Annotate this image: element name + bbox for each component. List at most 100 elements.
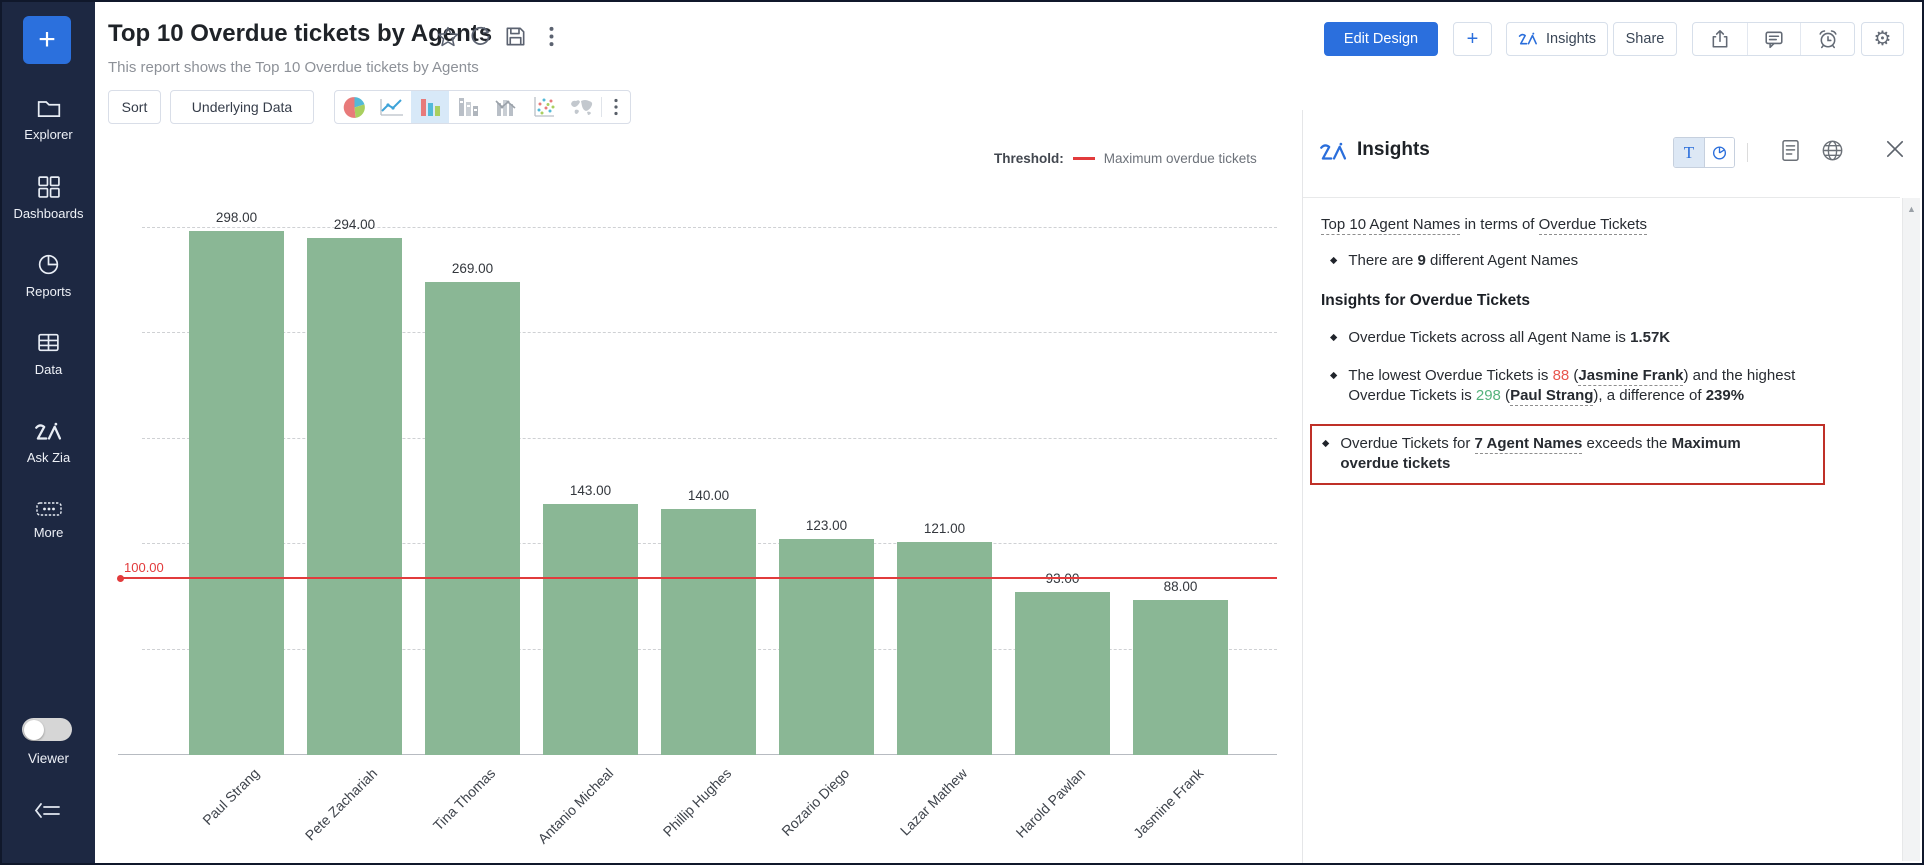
text-view-button[interactable]: T (1674, 138, 1704, 167)
more-icon (35, 500, 63, 518)
bullet-diamond-icon: ◆ (1330, 328, 1337, 348)
viewer-label: Viewer (2, 751, 95, 766)
chart-type-stacked-bar-button[interactable] (449, 91, 487, 123)
insight-bullet: ◆ Overdue Tickets for 7 Agent Names excee… (1310, 424, 1825, 485)
map-icon (569, 98, 595, 116)
header-divider (1747, 143, 1748, 162)
sort-button[interactable]: Sort (108, 90, 161, 124)
chart-type-more-button[interactable] (602, 91, 630, 123)
edit-design-button[interactable]: Edit Design (1324, 22, 1438, 56)
chart-bar[interactable] (425, 282, 520, 755)
sidebar-item-reports[interactable]: Reports (2, 252, 95, 299)
share-button[interactable]: Share (1613, 22, 1677, 56)
chart-type-bar-button[interactable] (411, 91, 449, 123)
sidebar-item-label: Ask Zia (27, 450, 70, 465)
chart-bar[interactable] (661, 509, 756, 755)
alarm-clock-icon (1818, 29, 1838, 49)
chart-bar[interactable] (897, 542, 992, 755)
save-icon (505, 26, 526, 47)
insight-text: Overdue Tickets across all Agent Name is… (1348, 328, 1670, 348)
chart-type-combo-button[interactable] (487, 91, 525, 123)
threshold-value-label: 100.00 (124, 560, 164, 575)
chart-bar[interactable] (1015, 592, 1110, 755)
insight-text: Overdue Tickets for 7 Agent Names exceed… (1340, 434, 1750, 474)
chart-type-map-button[interactable] (563, 91, 601, 123)
folder-icon (36, 96, 62, 120)
viewer-toggle[interactable] (22, 718, 72, 741)
insight-bullet: ◆ Overdue Tickets across all Agent Name i… (1321, 328, 1866, 348)
sidebar-item-data[interactable]: Data (2, 330, 95, 377)
bullet-diamond-icon: ◆ (1322, 434, 1329, 474)
x-axis-label: Rozario Diego (778, 765, 852, 839)
insight-text: Insights for Overdue Tickets (1321, 291, 1530, 311)
bar-value-label: 294.00 (334, 217, 375, 232)
chart-bar[interactable] (189, 231, 284, 755)
app-window: { "sidebar": { "plus_label": "+", "items… (0, 0, 1924, 865)
pie-view-icon (1711, 144, 1728, 161)
stacked-bar-icon (456, 95, 480, 119)
chart-type-line-button[interactable] (373, 91, 411, 123)
bar-value-label: 298.00 (216, 210, 257, 225)
chart-view-button[interactable] (1704, 138, 1734, 167)
alerts-button[interactable] (1800, 23, 1854, 55)
page-subtitle: This report shows the Top 10 Overdue tic… (108, 59, 479, 76)
refresh-button[interactable] (470, 26, 491, 47)
sidebar-item-label: Data (35, 362, 62, 377)
language-button[interactable] (1821, 139, 1844, 162)
insight-heading: Top 10 Agent Names in terms of Overdue T… (1321, 215, 1866, 235)
chart-bar[interactable] (779, 539, 874, 755)
settings-button[interactable]: ⚙ (1861, 22, 1904, 56)
sidebar-item-ask-zia[interactable]: Ask Zia (2, 422, 95, 465)
sidebar-item-more[interactable]: More (2, 500, 95, 540)
insights-view-toggle: T (1673, 137, 1735, 168)
sidebar: + Explorer Dashboards Reports Data A (2, 2, 95, 863)
export-icon (1710, 29, 1730, 49)
insights-button[interactable]: Insights (1506, 22, 1608, 56)
sidebar-item-explorer[interactable]: Explorer (2, 96, 95, 142)
title-menu-button[interactable] (549, 26, 554, 47)
comment-button[interactable] (1747, 23, 1801, 55)
insights-scrollbar[interactable]: ▲ (1902, 198, 1920, 861)
refresh-icon (470, 26, 491, 47)
text-view-label: T (1684, 143, 1694, 163)
insights-panel: Insights T Top 10 Agent Names in terms o… (1302, 110, 1922, 863)
chart-bar[interactable] (1133, 600, 1228, 755)
collapse-icon (32, 800, 64, 822)
bullet-diamond-icon: ◆ (1330, 251, 1337, 271)
toggle-knob (24, 720, 44, 740)
chart-bar[interactable] (307, 238, 402, 755)
zia-icon (1518, 32, 1539, 47)
sidebar-item-label: Dashboards (13, 206, 83, 221)
collapse-sidebar-button[interactable] (32, 800, 64, 822)
chart-type-scatter-button[interactable] (525, 91, 563, 123)
insight-bullet: ◆There are 9 different Agent Names (1321, 251, 1866, 271)
threshold-line-endpoint (117, 575, 124, 582)
x-axis-label: Lazar Mathew (896, 765, 969, 838)
bar-value-label: 140.00 (688, 488, 729, 503)
globe-icon (1821, 139, 1844, 162)
close-insights-button[interactable] (1883, 137, 1907, 161)
scroll-up-arrow: ▲ (1903, 204, 1920, 214)
close-icon (1883, 137, 1907, 161)
gridline (142, 227, 1277, 228)
sidebar-item-label: Explorer (24, 127, 72, 142)
summary-button[interactable] (1781, 139, 1800, 162)
bar-value-label: 88.00 (1164, 579, 1198, 594)
x-axis-label: Jasmine Frank (1130, 765, 1206, 841)
scatter-chart-icon (532, 95, 556, 119)
sidebar-item-dashboards[interactable]: Dashboards (2, 174, 95, 221)
chart-bar[interactable] (543, 504, 638, 755)
add-button[interactable]: + (1453, 22, 1492, 56)
chart-type-pie-button[interactable] (335, 91, 373, 123)
export-button[interactable] (1693, 23, 1747, 55)
chart-plot: 298.00Paul Strang294.00Pete Zachariah269… (142, 152, 1277, 755)
x-axis-label: Phillip Hughes (659, 765, 734, 840)
combo-chart-icon (494, 95, 518, 119)
save-button[interactable] (505, 26, 526, 47)
underlying-data-button[interactable]: Underlying Data (170, 90, 314, 124)
insight-text: Top 10 Agent Names in terms of Overdue T… (1321, 215, 1647, 235)
favorite-button[interactable] (437, 26, 459, 47)
bar-value-label: 269.00 (452, 261, 493, 276)
create-new-button[interactable]: + (23, 16, 71, 64)
threshold-line (120, 577, 1277, 579)
